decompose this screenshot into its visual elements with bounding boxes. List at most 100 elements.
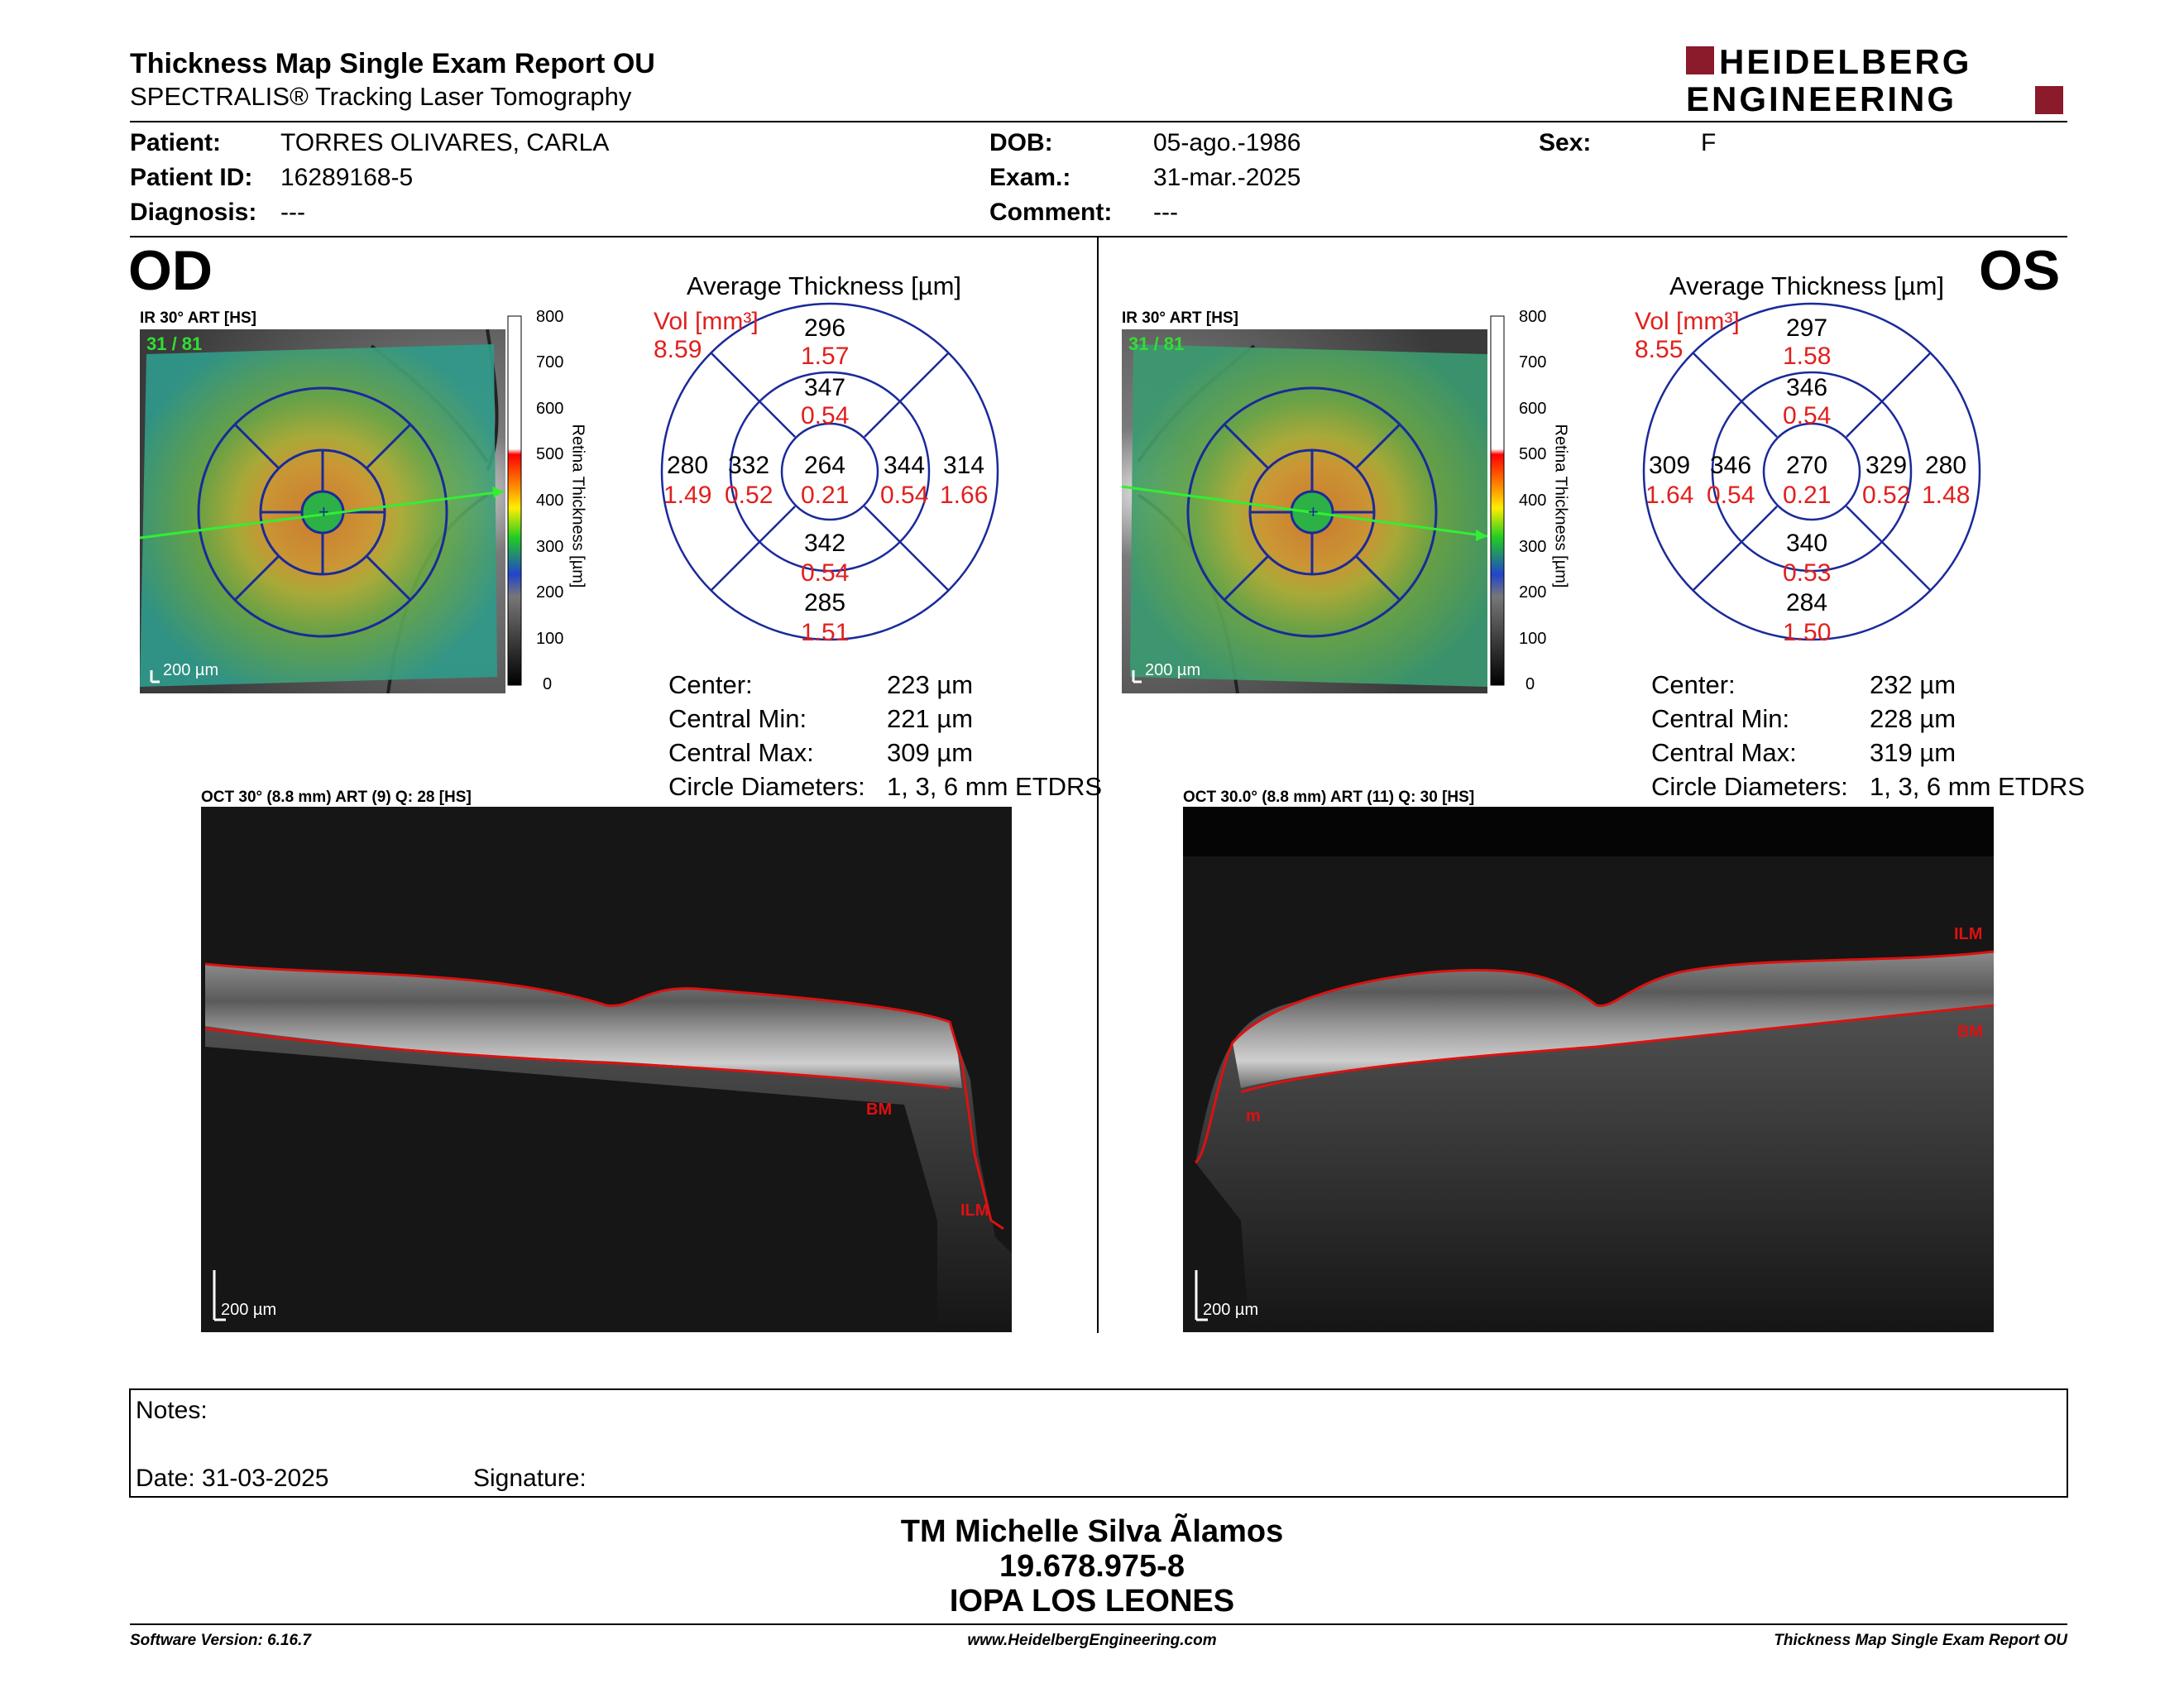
patient-id-label: Patient ID:: [130, 164, 253, 191]
od-outer-bottom-vol: 1.51: [801, 619, 850, 646]
od-min-label: Central Min:: [668, 704, 807, 733]
os-oct-label: OCT 30.0° (8.8 mm) ART (11) Q: 30 [HS]: [1183, 789, 1475, 806]
notes-date: Date: 31-03-2025: [136, 1465, 329, 1492]
od-outer-left: 280: [667, 452, 709, 479]
od-min-value: 221 µm: [887, 704, 974, 733]
os-inner-top-vol: 0.54: [1783, 402, 1832, 429]
sex-value: F: [1701, 129, 1717, 156]
od-inner-left: 332: [728, 452, 770, 479]
svg-text:+: +: [1308, 501, 1319, 522]
os-inner-bottom: 340: [1786, 530, 1828, 557]
os-outer-bottom: 284: [1786, 589, 1828, 616]
od-thickness-map[interactable]: + 31 / 81 200 µm: [139, 328, 505, 694]
os-min-label: Central Min:: [1651, 704, 1790, 733]
sex-label: Sex:: [1539, 129, 1592, 156]
od-colorbar-ticks: 800 700 600 500 400 300 200 100 0: [536, 308, 564, 693]
od-vol-value: 8.59: [654, 336, 702, 363]
od-oct-ilm: ILM: [960, 1201, 989, 1220]
os-outer-left-vol: 1.64: [1645, 482, 1694, 509]
os-oct-ilm: ILM: [1954, 925, 1982, 943]
dob-value: 05-ago.-1986: [1153, 129, 1301, 156]
od-inner-right-vol: 0.54: [880, 482, 929, 509]
os-oct-bm: BM: [1957, 1023, 1983, 1041]
os-inner-right: 329: [1866, 452, 1908, 479]
od-outer-right-vol: 1.66: [940, 482, 989, 509]
od-oct-bscan[interactable]: BM ILM 200 µm: [201, 807, 1012, 1332]
os-oct-bscan[interactable]: ILM BM m 200 µm: [1183, 807, 1995, 1332]
od-max-label: Central Max:: [668, 738, 814, 767]
logo-line1: HEIDELBERG: [1719, 43, 1971, 81]
od-diam-value: 1, 3, 6 mm ETDRS: [887, 772, 1103, 801]
os-center-vol: 0.21: [1783, 482, 1832, 509]
os-colorbar: [1489, 311, 1580, 692]
od-map-scale: 200 µm: [163, 661, 218, 679]
signer-rut: 19.678.975-8: [999, 1549, 1185, 1584]
od-center-vol: 0.21: [801, 482, 850, 509]
notes-box[interactable]: Notes: Date: 31-03-2025 Signature:: [129, 1388, 2068, 1498]
footer-report-name: Thickness Map Single Exam Report OU: [1774, 1632, 2067, 1649]
heidelberg-logo: HEIDELBERG ENGINEERING: [1686, 42, 2067, 118]
os-inner-bottom-vol: 0.53: [1783, 559, 1832, 587]
os-inner-top: 346: [1786, 374, 1828, 401]
os-max-label: Central Max:: [1651, 738, 1797, 767]
os-vol-value: 8.55: [1635, 336, 1684, 363]
od-colorbar: [506, 311, 597, 692]
dob-label: DOB:: [989, 129, 1053, 156]
od-outer-top-vol: 1.57: [801, 343, 850, 370]
os-center: 270: [1786, 452, 1828, 479]
od-oct-label: OCT 30° (8.8 mm) ART (9) Q: 28 [HS]: [201, 789, 472, 806]
od-outer-left-vol: 1.49: [663, 482, 712, 509]
svg-text:+: +: [318, 501, 329, 522]
od-diam-label: Circle Diameters:: [668, 772, 865, 801]
od-outer-bottom: 285: [804, 589, 846, 616]
os-inner-right-vol: 0.52: [1862, 482, 1911, 509]
od-max-value: 309 µm: [887, 738, 974, 767]
od-avg-title: Average Thickness [µm]: [687, 271, 962, 300]
os-center-label: Center:: [1651, 670, 1736, 699]
od-center: 264: [804, 452, 846, 479]
os-map-scale: 200 µm: [1145, 661, 1200, 679]
os-colorbar-ticks: 800 700 600 500 400 300 200 100 0: [1519, 308, 1547, 693]
os-oct-scale: 200 µm: [1203, 1301, 1258, 1319]
report-subtitle: SPECTRALIS® Tracking Laser Tomography: [130, 82, 632, 111]
os-outer-right: 280: [1925, 452, 1967, 479]
patient-name: TORRES OLIVARES, CARLA: [280, 129, 610, 156]
os-diam-label: Circle Diameters:: [1651, 772, 1848, 801]
os-outer-left: 309: [1649, 452, 1691, 479]
od-inner-top-vol: 0.54: [801, 402, 850, 429]
patient-id-value: 16289168-5: [280, 164, 414, 191]
od-inner-top: 347: [804, 374, 846, 401]
od-oct-scale: 200 µm: [221, 1301, 276, 1319]
od-inner-right: 344: [884, 452, 926, 479]
signer-name: TM Michelle Silva Ãlamos: [900, 1514, 1284, 1549]
od-colorbar-title: Retina Thickness [µm]: [568, 424, 587, 588]
os-thickness-map[interactable]: + 31 / 81 200 µm: [1121, 329, 1488, 694]
diagnosis-label: Diagnosis:: [130, 199, 257, 226]
comment-value: ---: [1153, 199, 1178, 226]
os-ir-label: IR 30° ART [HS]: [1122, 309, 1238, 327]
os-outer-top-vol: 1.58: [1783, 343, 1832, 370]
comment-label: Comment:: [989, 199, 1113, 226]
exam-value: 31-mar.-2025: [1153, 164, 1301, 191]
os-etdrs-grid: [1641, 301, 1982, 642]
signer-clinic: IOPA LOS LEONES: [949, 1584, 1235, 1618]
os-frames: 31 / 81: [1128, 333, 1184, 354]
os-diam-value: 1, 3, 6 mm ETDRS: [1870, 772, 2086, 801]
od-outer-right: 314: [943, 452, 985, 479]
os-outer-top: 297: [1786, 314, 1828, 342]
software-version: Software Version: 6.16.7: [130, 1632, 311, 1649]
diagnosis-value: ---: [280, 199, 305, 226]
od-vol-label: Vol [mm³]: [654, 308, 759, 335]
notes-signature: Signature:: [473, 1465, 587, 1492]
od-inner-bottom: 342: [804, 530, 846, 557]
od-center-value: 223 µm: [887, 670, 974, 699]
os-inner-left: 346: [1710, 452, 1752, 479]
od-frames: 31 / 81: [146, 333, 202, 354]
os-outer-right-vol: 1.48: [1922, 482, 1971, 509]
os-min-value: 228 µm: [1870, 704, 1956, 733]
os-max-value: 319 µm: [1870, 738, 1956, 767]
od-eye-label: OD: [128, 239, 213, 302]
os-inner-left-vol: 0.54: [1707, 482, 1755, 509]
os-oct-m: m: [1246, 1107, 1261, 1125]
website-link[interactable]: www.HeidelbergEngineering.com: [967, 1632, 1217, 1649]
